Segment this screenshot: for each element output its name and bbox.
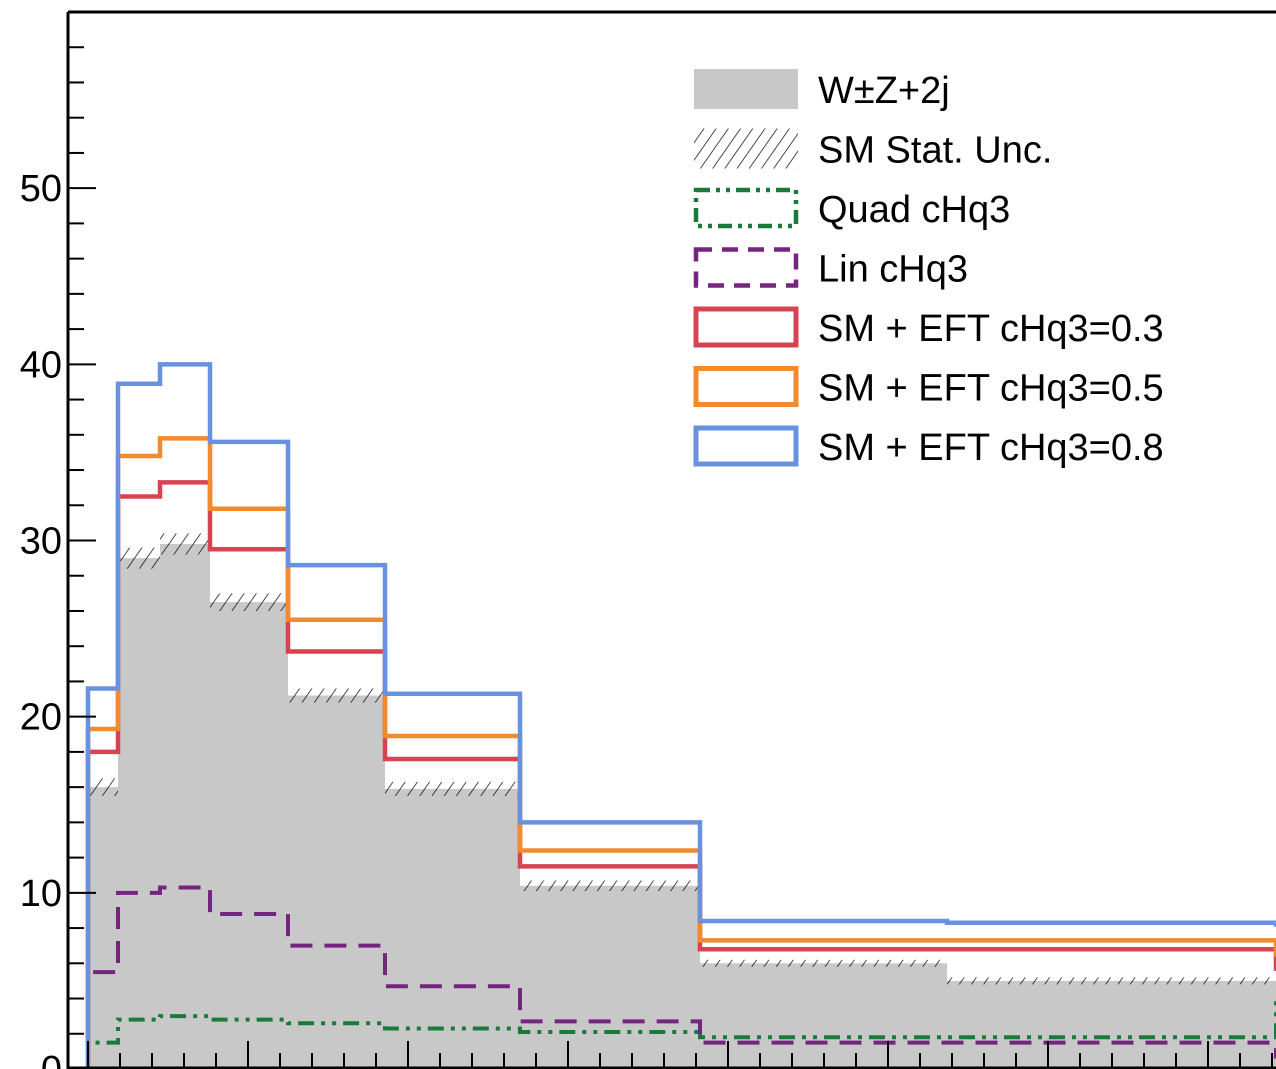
y-tick-label: 40 [20,344,62,386]
stat-unc-band [210,593,288,611]
y-tick-label: 10 [20,873,62,915]
stat-unc-band [947,977,1276,985]
legend-entry: SM Stat. Unc. [694,128,1052,172]
stat-unc-band [160,533,210,555]
legend-swatch [693,247,799,288]
legend-label: SM + EFT cHq3=0.8 [818,427,1164,469]
stat-unc-band [288,688,385,703]
series-line-0 [86,998,1276,1069]
legend-entry: SM + EFT cHq3=0.5 [693,366,1164,410]
legend-entry: SM + EFT cHq3=0.8 [693,425,1164,469]
legend-label: SM Stat. Unc. [818,130,1052,172]
background-bar [210,602,288,1069]
background-bar [520,885,700,1069]
legend-label: Lin cHq3 [818,249,968,291]
legend-swatch [693,187,799,229]
series-line-3 [85,436,1276,1069]
background-bar [118,558,160,1069]
stat-unc-band [700,959,947,967]
legend-swatch [694,69,798,109]
stat-unc-band [385,781,520,796]
background-bar [700,963,947,1069]
y-tick-label: 0 [41,1049,62,1069]
legend-entry: Lin cHq3 [693,247,968,291]
background-bar [160,544,210,1069]
background-bar [385,788,520,1069]
series-line-2 [85,480,1276,1069]
legend-swatch [693,306,799,348]
legend-swatch [694,128,798,169]
series-line-4 [85,362,1276,1069]
stat-unc-band [88,778,118,796]
legend-label: W±Z+2j [818,70,950,112]
y-tick-label: 20 [20,697,62,739]
stat-unc-band [118,547,160,569]
legend-label: SM + EFT cHq3=0.3 [818,308,1164,350]
background-bar [88,787,118,1069]
legend-swatch [693,366,799,407]
series-line-1 [86,885,1276,1069]
y-tick-label: 50 [20,168,62,210]
legend-label: Quad cHq3 [818,189,1010,231]
legend-entry: Quad cHq3 [693,187,1010,231]
y-tick-label: 30 [20,521,62,563]
stat-unc-band [520,880,700,892]
legend-entry: SM + EFT cHq3=0.3 [693,306,1164,350]
legend-label: SM + EFT cHq3=0.5 [818,368,1164,410]
legend-swatch [693,425,799,467]
legend-entry: W±Z+2j [694,69,950,112]
background-bar [288,695,385,1069]
